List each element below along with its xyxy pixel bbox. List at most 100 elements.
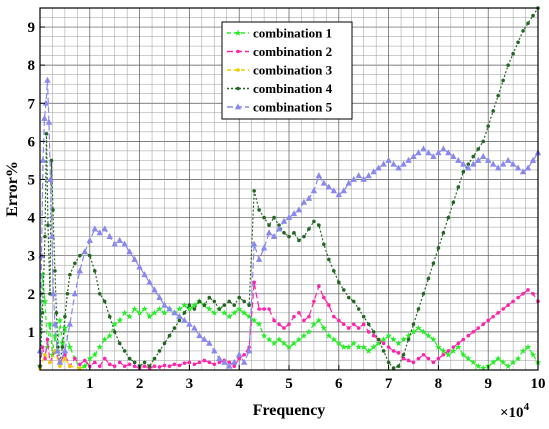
data-point-marker <box>445 351 452 358</box>
data-point-marker <box>81 362 89 369</box>
data-point-marker <box>501 78 505 83</box>
data-point-marker <box>466 162 471 167</box>
data-point-marker <box>71 290 79 297</box>
data-point-marker <box>466 333 471 338</box>
data-point-marker <box>78 366 82 370</box>
data-point-marker <box>356 326 361 330</box>
data-point-marker <box>531 13 535 18</box>
data-point-marker <box>58 364 62 368</box>
data-point-marker <box>166 305 173 312</box>
ticks: 1 2 3 4 5 6 7 8 9 1 2 3 4 5 6 7 8 9 10 <box>28 20 546 392</box>
data-point-marker <box>136 263 143 270</box>
data-point-marker <box>68 364 72 368</box>
data-point-marker <box>365 347 372 354</box>
data-point-marker <box>307 227 311 231</box>
data-point-marker <box>504 156 512 163</box>
data-point-marker <box>112 364 117 368</box>
data-point-marker <box>106 233 113 240</box>
data-point-marker <box>480 153 487 160</box>
data-point-marker <box>351 322 356 327</box>
data-point-marker <box>531 291 535 296</box>
data-point-marker <box>307 314 311 319</box>
data-point-marker <box>435 343 442 350</box>
data-point-marker <box>489 160 497 167</box>
data-point-marker <box>360 343 367 350</box>
data-point-marker <box>92 269 97 273</box>
data-point-marker <box>202 358 207 363</box>
y-tick-label: 2 <box>28 287 36 303</box>
data-point-marker <box>117 341 122 346</box>
data-point-marker <box>262 307 266 311</box>
data-point-marker <box>496 311 500 315</box>
data-point-marker <box>524 343 532 350</box>
legend-label: combination 3 <box>253 63 333 78</box>
y-axis-label: Error% <box>4 161 21 217</box>
data-point-marker <box>431 261 436 266</box>
data-point-marker <box>237 356 241 361</box>
data-point-marker <box>514 164 522 171</box>
data-point-marker <box>63 314 67 319</box>
data-point-marker <box>320 179 328 186</box>
data-point-marker <box>406 358 411 363</box>
data-point-marker <box>340 187 347 194</box>
data-point-marker <box>346 295 351 300</box>
series-group <box>36 6 542 371</box>
data-point-marker <box>445 149 452 156</box>
data-point-marker <box>401 352 406 357</box>
data-point-marker <box>506 303 510 308</box>
data-point-marker <box>341 288 346 292</box>
data-point-marker <box>97 291 102 296</box>
y-tick-label: 3 <box>28 249 36 265</box>
data-point-marker <box>252 189 256 193</box>
data-point-marker <box>471 154 476 159</box>
data-point-marker <box>141 271 148 278</box>
data-point-marker <box>292 314 296 319</box>
data-point-marker <box>78 362 82 367</box>
data-point-marker <box>290 210 298 217</box>
data-point-marker <box>381 341 386 346</box>
data-point-marker <box>285 213 293 220</box>
data-point-marker <box>157 349 162 353</box>
data-point-marker <box>116 236 123 243</box>
data-point-marker <box>390 160 397 167</box>
data-point-marker <box>370 343 377 350</box>
data-point-marker <box>91 351 99 358</box>
data-point-marker <box>425 332 432 339</box>
data-point-marker <box>78 253 82 258</box>
data-point-marker <box>152 356 157 361</box>
y-tick-label: 9 <box>28 20 36 36</box>
data-point-marker <box>275 336 283 343</box>
data-point-marker <box>395 164 402 171</box>
data-point-marker <box>102 356 107 361</box>
data-point-marker <box>410 153 417 160</box>
data-point-marker <box>242 299 246 304</box>
data-point-marker <box>501 307 505 311</box>
data-point-marker <box>295 336 303 343</box>
data-point-marker <box>226 362 233 369</box>
data-point-marker <box>486 124 491 128</box>
data-point-marker <box>400 336 407 343</box>
data-point-marker <box>435 149 442 156</box>
data-point-marker <box>297 311 301 315</box>
data-point-marker <box>415 324 422 331</box>
data-point-marker <box>270 339 278 347</box>
data-point-marker <box>267 223 271 227</box>
x-exponent-label: ×104 <box>500 401 530 421</box>
data-point-marker <box>97 364 102 368</box>
data-point-marker <box>106 332 113 339</box>
legend: combination 1 combination 2 combination 3 c… <box>221 21 353 120</box>
data-point-marker <box>260 332 268 339</box>
legend-item: combination 3 <box>227 63 333 78</box>
data-point-marker <box>47 175 54 182</box>
data-point-marker <box>40 345 45 349</box>
data-point-marker <box>345 179 352 186</box>
data-point-marker <box>460 351 467 358</box>
data-point-marker <box>66 320 74 327</box>
data-point-marker <box>450 347 457 354</box>
data-point-marker <box>411 360 416 365</box>
data-point-marker <box>406 337 411 342</box>
data-point-marker <box>287 322 291 327</box>
data-point-marker <box>162 341 167 346</box>
data-point-marker <box>511 299 515 304</box>
data-point-marker <box>191 324 198 331</box>
